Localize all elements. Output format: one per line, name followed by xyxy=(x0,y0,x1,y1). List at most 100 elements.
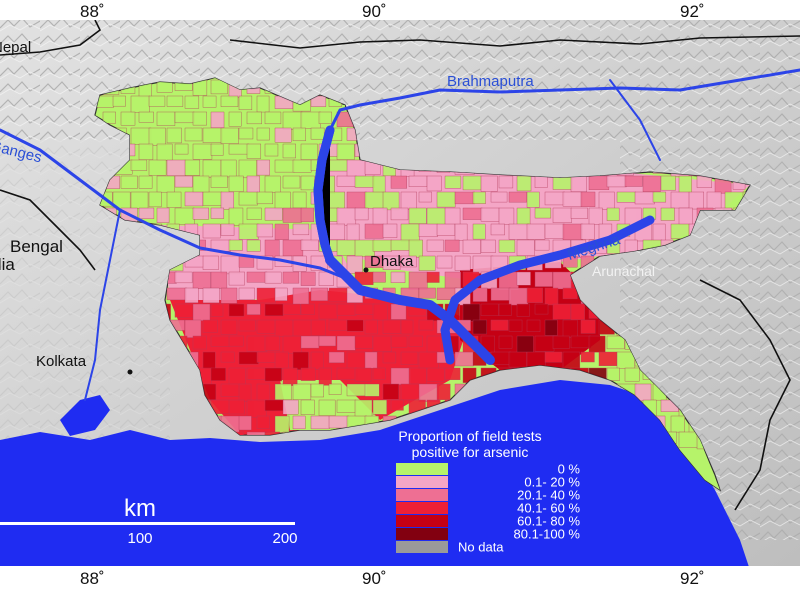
tick-bottom-90: 90˚ xyxy=(362,569,387,588)
district-cell xyxy=(220,95,239,107)
district-cell xyxy=(192,207,209,220)
district-cell xyxy=(516,303,530,317)
district-cell xyxy=(480,239,496,253)
district-cell xyxy=(192,335,207,350)
district-cell xyxy=(246,175,260,193)
district-cell xyxy=(184,159,201,176)
district-cell xyxy=(228,111,242,127)
border-west xyxy=(0,189,96,271)
district-cell xyxy=(300,367,316,381)
legend-title-line1: Proportion of field tests xyxy=(398,428,541,444)
legend-label: 0.1- 20 % xyxy=(524,475,580,490)
river-jamuna xyxy=(313,125,335,265)
district-cell xyxy=(184,287,199,304)
district-cell xyxy=(210,111,225,129)
district-cell xyxy=(508,223,530,240)
border-north xyxy=(229,35,800,49)
district-cell xyxy=(220,223,235,236)
district-cell xyxy=(354,175,375,188)
district-cell xyxy=(246,271,268,283)
district-cell xyxy=(246,239,261,252)
district-cell xyxy=(184,95,200,109)
district-cell xyxy=(300,271,316,286)
district-cell xyxy=(220,127,239,144)
district-cell xyxy=(364,383,380,397)
district-cell xyxy=(570,207,588,219)
district-cell xyxy=(570,303,585,320)
district-cell xyxy=(264,367,282,382)
scale-bar-label-100: 100 xyxy=(127,530,152,547)
district-cell xyxy=(354,207,369,221)
district-cell xyxy=(328,351,345,364)
district-cell xyxy=(606,367,620,381)
district-cell xyxy=(220,287,238,304)
district-cell xyxy=(238,159,257,179)
district-cell xyxy=(256,223,274,238)
district-cell xyxy=(274,383,292,400)
district-cell xyxy=(282,335,302,354)
district-cell xyxy=(390,207,409,221)
bottom-frame xyxy=(0,566,800,600)
district-cell xyxy=(292,383,312,401)
district-cell xyxy=(210,207,225,219)
district-cell xyxy=(174,303,194,318)
district-cell xyxy=(256,319,276,334)
district-cell xyxy=(274,223,289,240)
district-cell xyxy=(670,415,685,433)
district-cell xyxy=(264,207,283,221)
district-cell xyxy=(318,303,338,320)
district-cell xyxy=(166,127,182,144)
district-cell xyxy=(580,351,595,363)
district-cell xyxy=(400,383,421,401)
district-cell xyxy=(256,351,276,363)
district-cell xyxy=(552,207,572,223)
district-cell xyxy=(418,223,438,238)
district-cell xyxy=(400,255,417,268)
district-cell xyxy=(228,367,246,387)
district-cell xyxy=(444,175,462,189)
district-cell xyxy=(408,271,428,290)
district-cell xyxy=(310,127,325,140)
district-cell xyxy=(256,159,270,176)
district-cell xyxy=(364,351,378,369)
district-cell xyxy=(238,415,252,431)
district-cell xyxy=(588,175,610,191)
kolkata-marker xyxy=(127,369,133,375)
district-cell xyxy=(436,191,456,208)
district-cell xyxy=(202,287,220,304)
district-cell xyxy=(282,143,296,159)
district-cell xyxy=(184,127,203,142)
district-cell xyxy=(678,207,693,226)
district-cell xyxy=(444,271,462,289)
district-cell xyxy=(678,431,699,448)
district-cell xyxy=(264,399,284,412)
district-cell xyxy=(580,223,595,240)
district-cell xyxy=(282,303,301,315)
district-cell xyxy=(274,191,291,210)
district-cell xyxy=(382,319,402,334)
district-cell xyxy=(328,383,342,395)
district-cell xyxy=(120,111,136,126)
district-cell xyxy=(310,415,330,430)
district-cell xyxy=(220,351,235,363)
district-cell xyxy=(418,351,439,370)
district-cell xyxy=(318,111,332,124)
district-cell xyxy=(210,303,224,317)
district-cell xyxy=(444,239,460,252)
district-cell xyxy=(516,335,534,353)
district-cell xyxy=(508,287,529,306)
district-cell xyxy=(580,319,596,334)
scale-bar-segment-3 xyxy=(210,522,295,525)
district-cell xyxy=(544,351,563,363)
tick-bottom-92: 92˚ xyxy=(680,569,705,588)
district-cell xyxy=(148,127,166,146)
district-cell xyxy=(148,95,166,107)
district-cell xyxy=(408,335,423,347)
district-cell xyxy=(282,399,299,415)
district-cell xyxy=(660,207,675,221)
tick-top-88: 88˚ xyxy=(80,2,105,21)
district-cell xyxy=(544,287,559,306)
district-cell xyxy=(210,367,226,381)
district-cell xyxy=(606,207,620,221)
district-cell xyxy=(138,143,154,160)
